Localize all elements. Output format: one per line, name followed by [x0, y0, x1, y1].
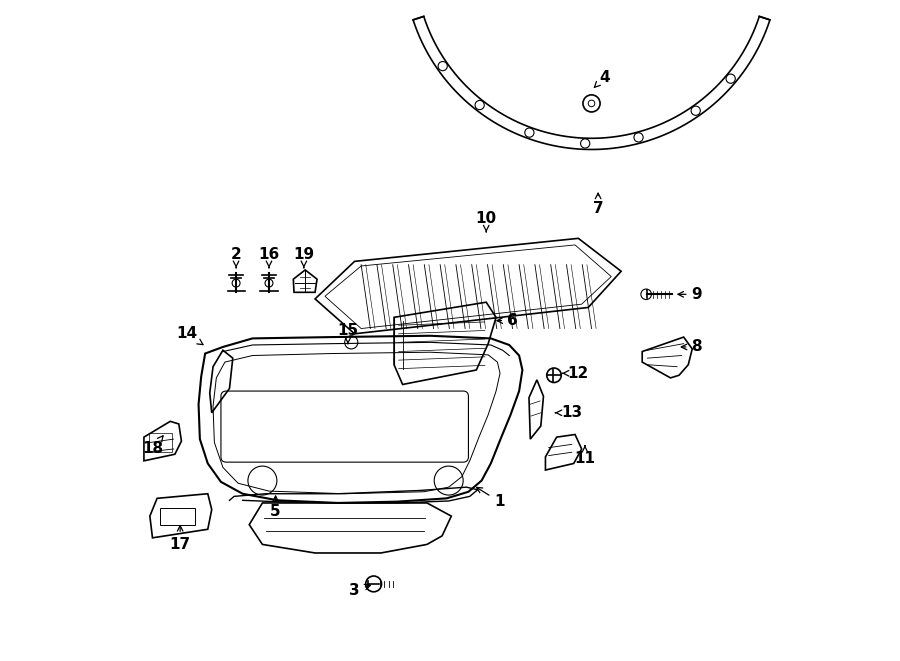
Text: 7: 7: [593, 193, 603, 216]
Text: 11: 11: [574, 446, 596, 467]
Bar: [160, 508, 194, 525]
Text: 19: 19: [293, 247, 314, 268]
Text: 1: 1: [477, 487, 505, 509]
Text: 14: 14: [176, 327, 203, 344]
Text: 12: 12: [562, 366, 589, 381]
Text: 18: 18: [142, 436, 163, 457]
Circle shape: [589, 100, 595, 106]
Text: 6: 6: [497, 313, 518, 328]
Text: 15: 15: [338, 323, 358, 344]
Bar: [148, 432, 172, 452]
Text: 3: 3: [349, 583, 370, 598]
Text: 13: 13: [555, 405, 582, 420]
Text: 5: 5: [270, 496, 281, 519]
Text: 9: 9: [678, 287, 702, 302]
Text: 16: 16: [258, 247, 280, 268]
Text: 10: 10: [475, 211, 497, 232]
Text: 2: 2: [230, 247, 241, 268]
Text: 4: 4: [594, 69, 610, 87]
Text: 8: 8: [681, 340, 702, 354]
Text: 17: 17: [169, 525, 191, 552]
